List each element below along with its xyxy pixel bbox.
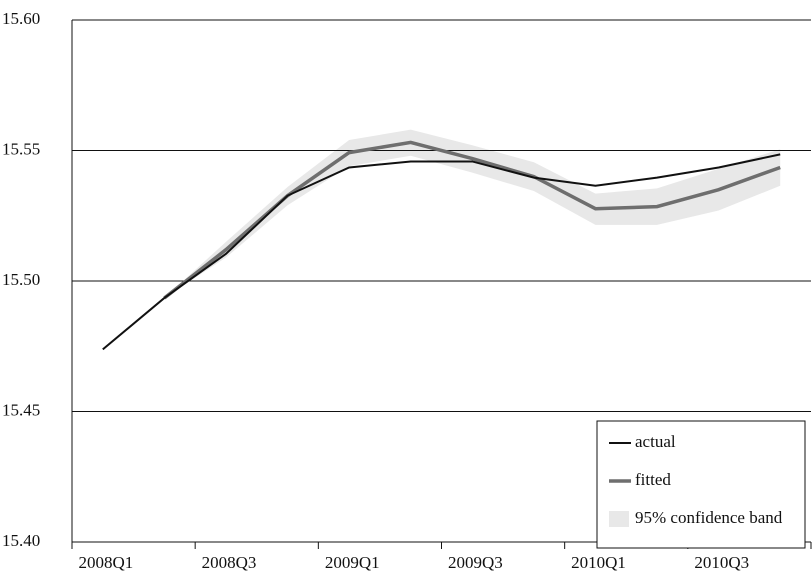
- x-tick-label: 2009Q1: [325, 553, 380, 572]
- y-tick-label: 15.60: [2, 9, 40, 28]
- x-tick-label: 2009Q3: [448, 553, 503, 572]
- confidence-band: [164, 129, 781, 298]
- x-tick-label: 2010Q3: [694, 553, 749, 572]
- y-tick-label: 15.40: [2, 531, 40, 550]
- legend-label: actual: [635, 432, 676, 451]
- legend-label: fitted: [635, 470, 671, 489]
- line-1: [163, 140, 781, 300]
- line-0: [102, 153, 781, 351]
- y-tick-label: 15.55: [2, 139, 40, 158]
- x-tick-label: 2008Q1: [78, 553, 133, 572]
- x-tick-label: 2010Q1: [571, 553, 626, 572]
- x-tick-label: 2008Q3: [202, 553, 257, 572]
- legend-swatch: [609, 511, 629, 527]
- y-tick-label: 15.45: [2, 400, 40, 419]
- legend-label: 95% confidence band: [635, 508, 783, 527]
- legend-box: [596, 420, 806, 549]
- y-tick-label: 15.50: [2, 270, 40, 289]
